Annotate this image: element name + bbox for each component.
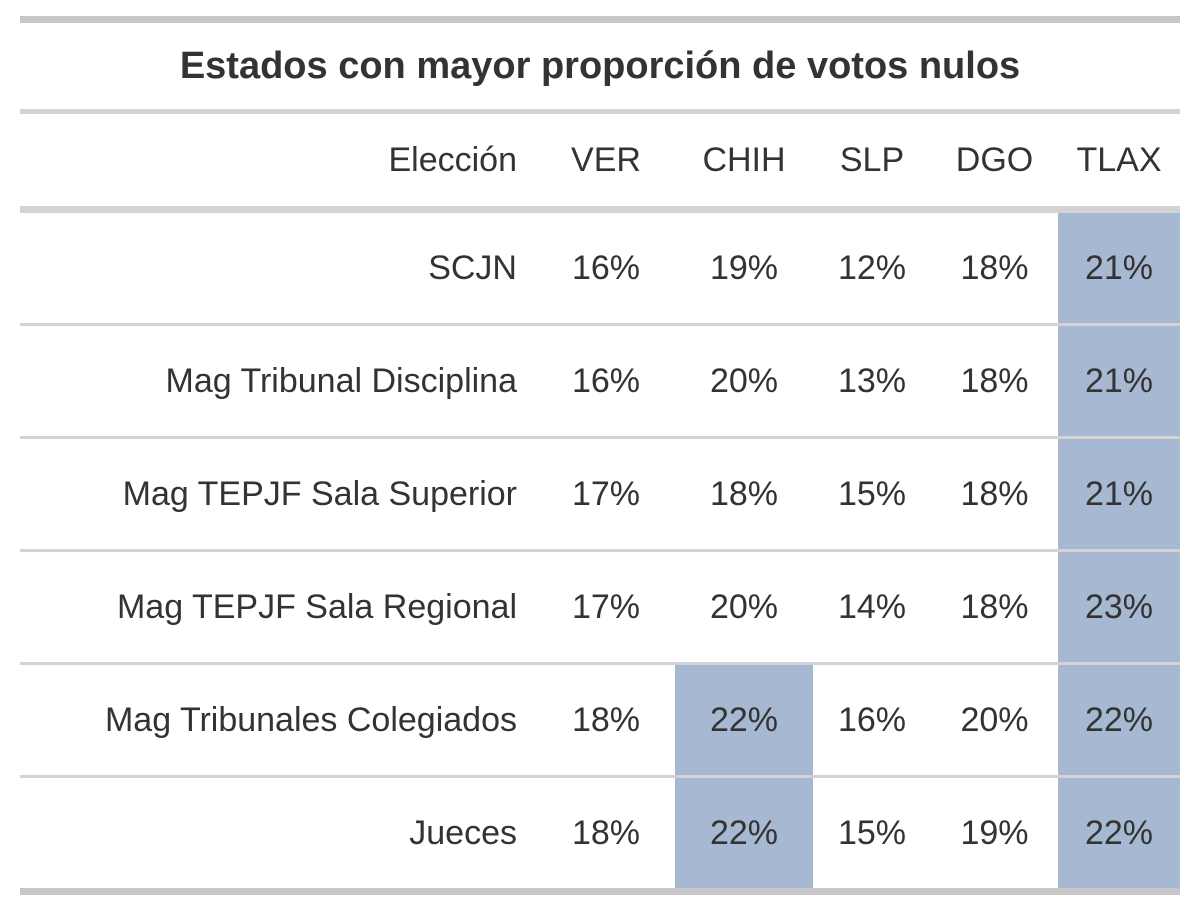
table-row: Mag Tribunal Disciplina 16% 20% 13% 18% 21% (20, 324, 1180, 438)
value-cell-tlax: 22% (1058, 776, 1180, 888)
table-row: Mag TEPJF Sala Regional 17% 20% 14% 18% 23% (20, 550, 1180, 664)
value-cell-chih: 18% (709, 474, 779, 513)
value-cell-chih: 19% (709, 248, 779, 287)
value-cell-dgo: 18% (960, 474, 1029, 513)
value-cell-tlax: 21% (1058, 209, 1180, 325)
votes-table: Elección VER CHIH SLP DGO TLAX SCJN 16% 19… (20, 114, 1180, 888)
value-cell-tlax: 23% (1058, 550, 1180, 664)
value-cell-dgo: 18% (960, 248, 1029, 287)
row-label: Mag TEPJF Sala Regional (116, 587, 517, 626)
header-chih: CHIH (702, 140, 786, 179)
value-cell-chih: 20% (709, 361, 779, 400)
table-row: Mag TEPJF Sala Superior 17% 18% 15% 18% 21% (20, 437, 1180, 551)
value-cell-slp: 14% (837, 587, 907, 626)
value-cell-ver: 17% (571, 587, 641, 626)
value-cell-dgo: 18% (960, 361, 1029, 400)
top-rule (20, 16, 1180, 23)
value-cell-ver: 16% (571, 248, 641, 287)
header-dgo: DGO (955, 140, 1034, 179)
table-body: SCJN 16% 19% 12% 18% 21% Mag Tribunal Discipli… (20, 209, 1180, 888)
header-ver: VER (571, 140, 641, 179)
value-cell-dgo: 20% (960, 700, 1029, 739)
header-slp: SLP (839, 140, 905, 179)
value-cell-tlax: 21% (1058, 437, 1180, 551)
bottom-rule (20, 888, 1180, 895)
row-label: SCJN (428, 248, 517, 287)
value-cell-ver: 18% (571, 700, 641, 739)
row-label: Jueces (409, 813, 517, 852)
value-cell-ver: 18% (571, 813, 641, 852)
row-label: Mag TEPJF Sala Superior (122, 474, 517, 513)
table-row: SCJN 16% 19% 12% 18% 21% (20, 209, 1180, 325)
value-cell-tlax: 22% (1058, 663, 1180, 777)
table-row: Mag Tribunales Colegiados 18% 22% 16% 20% 22% (20, 663, 1180, 777)
value-cell-chih: 22% (675, 776, 813, 888)
value-cell-ver: 16% (571, 361, 641, 400)
row-label: Mag Tribunal Disciplina (165, 361, 518, 400)
title-rule (20, 109, 1180, 114)
value-cell-tlax: 21% (1058, 324, 1180, 438)
data-table: Estados con mayor proporción de votos nu… (20, 16, 1180, 895)
table-title: Estados con mayor proporción de votos nu… (179, 44, 1021, 87)
table-row: Jueces 18% 22% 15% 19% 22% (20, 776, 1180, 888)
value-cell-slp: 16% (837, 700, 907, 739)
value-cell-slp: 15% (837, 474, 907, 513)
value-cell-chih: 22% (675, 663, 813, 777)
value-cell-slp: 12% (837, 248, 907, 287)
header-tlax: TLAX (1076, 140, 1162, 179)
value-cell-chih: 20% (709, 587, 779, 626)
value-cell-ver: 17% (571, 474, 641, 513)
value-cell-dgo: 18% (960, 587, 1029, 626)
value-cell-slp: 15% (837, 813, 907, 852)
value-cell-slp: 13% (837, 361, 907, 400)
header-eleccion: Elección (388, 140, 517, 179)
row-label: Mag Tribunales Colegiados (104, 700, 517, 739)
value-cell-dgo: 19% (960, 813, 1029, 852)
header-row: Elección VER CHIH SLP DGO TLAX (20, 114, 1180, 210)
